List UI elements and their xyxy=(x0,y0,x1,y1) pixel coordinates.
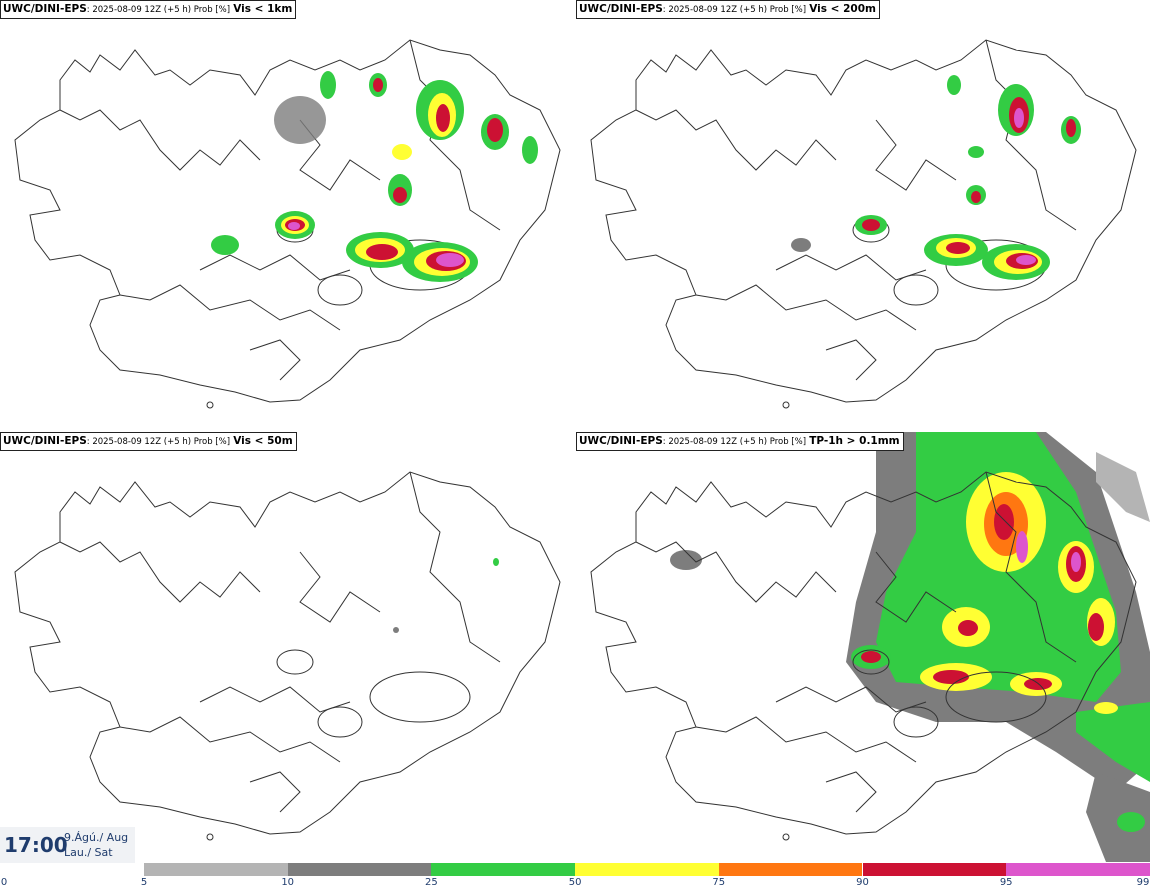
colorbar-segment xyxy=(287,863,432,876)
colorbar-segment xyxy=(718,863,863,876)
valid-weekday: Lau./ Sat xyxy=(64,846,113,859)
probability-colorbar: 0 5 10 25 50 75 90 95 99 xyxy=(0,863,1150,891)
colorbar-tick: 75 xyxy=(712,877,726,888)
colorbar-segment xyxy=(431,863,576,876)
panel-title: UWC/DINI-EPS: 2025-08-09 12Z (+5 h) Prob… xyxy=(0,432,297,451)
colorbar-segment xyxy=(144,863,288,876)
colorbar-tick: 0 xyxy=(0,877,8,888)
colorbar-tick: 10 xyxy=(281,877,295,888)
panel-title: UWC/DINI-EPS: 2025-08-09 12Z (+5 h) Prob… xyxy=(576,0,880,19)
iceland-map xyxy=(590,39,1137,409)
colorbar-segment xyxy=(0,863,144,876)
colorbar-tick: 90 xyxy=(856,877,869,888)
map-panel-vis-1km: UWC/DINI-EPS: 2025-08-09 12Z (+5 h) Prob… xyxy=(0,0,574,430)
iceland-map xyxy=(14,471,561,841)
colorbar-segment xyxy=(575,863,719,876)
probability-field xyxy=(791,75,1081,280)
probability-field xyxy=(211,71,538,282)
colorbar-segment xyxy=(862,863,1007,876)
colorbar-tick: 5 xyxy=(140,877,148,888)
map-panel-precip: UWC/DINI-EPS: 2025-08-09 12Z (+5 h) Prob… xyxy=(576,432,1150,862)
colorbar-tick: 95 xyxy=(999,877,1013,888)
valid-time-box: 17:00 9.Ágú./ Aug Lau./ Sat xyxy=(0,827,135,863)
iceland-map xyxy=(590,432,1150,862)
probability-field xyxy=(393,558,499,633)
colorbar-segment xyxy=(1006,863,1150,876)
colorbar-tick: 25 xyxy=(425,877,438,888)
map-panel-vis-200m: UWC/DINI-EPS: 2025-08-09 12Z (+5 h) Prob… xyxy=(576,0,1150,430)
valid-time: 17:00 xyxy=(4,833,68,857)
probability-field xyxy=(670,432,1150,862)
colorbar-tick: 99 xyxy=(1136,877,1150,888)
panel-title: UWC/DINI-EPS: 2025-08-09 12Z (+5 h) Prob… xyxy=(0,0,297,19)
valid-date: 9.Ágú./ Aug xyxy=(64,831,129,844)
panel-title: UWC/DINI-EPS: 2025-08-09 12Z (+5 h) Prob… xyxy=(576,432,904,451)
iceland-map xyxy=(14,39,561,409)
map-panel-vis-50m: UWC/DINI-EPS: 2025-08-09 12Z (+5 h) Prob… xyxy=(0,432,574,862)
colorbar-tick: 50 xyxy=(568,877,582,888)
